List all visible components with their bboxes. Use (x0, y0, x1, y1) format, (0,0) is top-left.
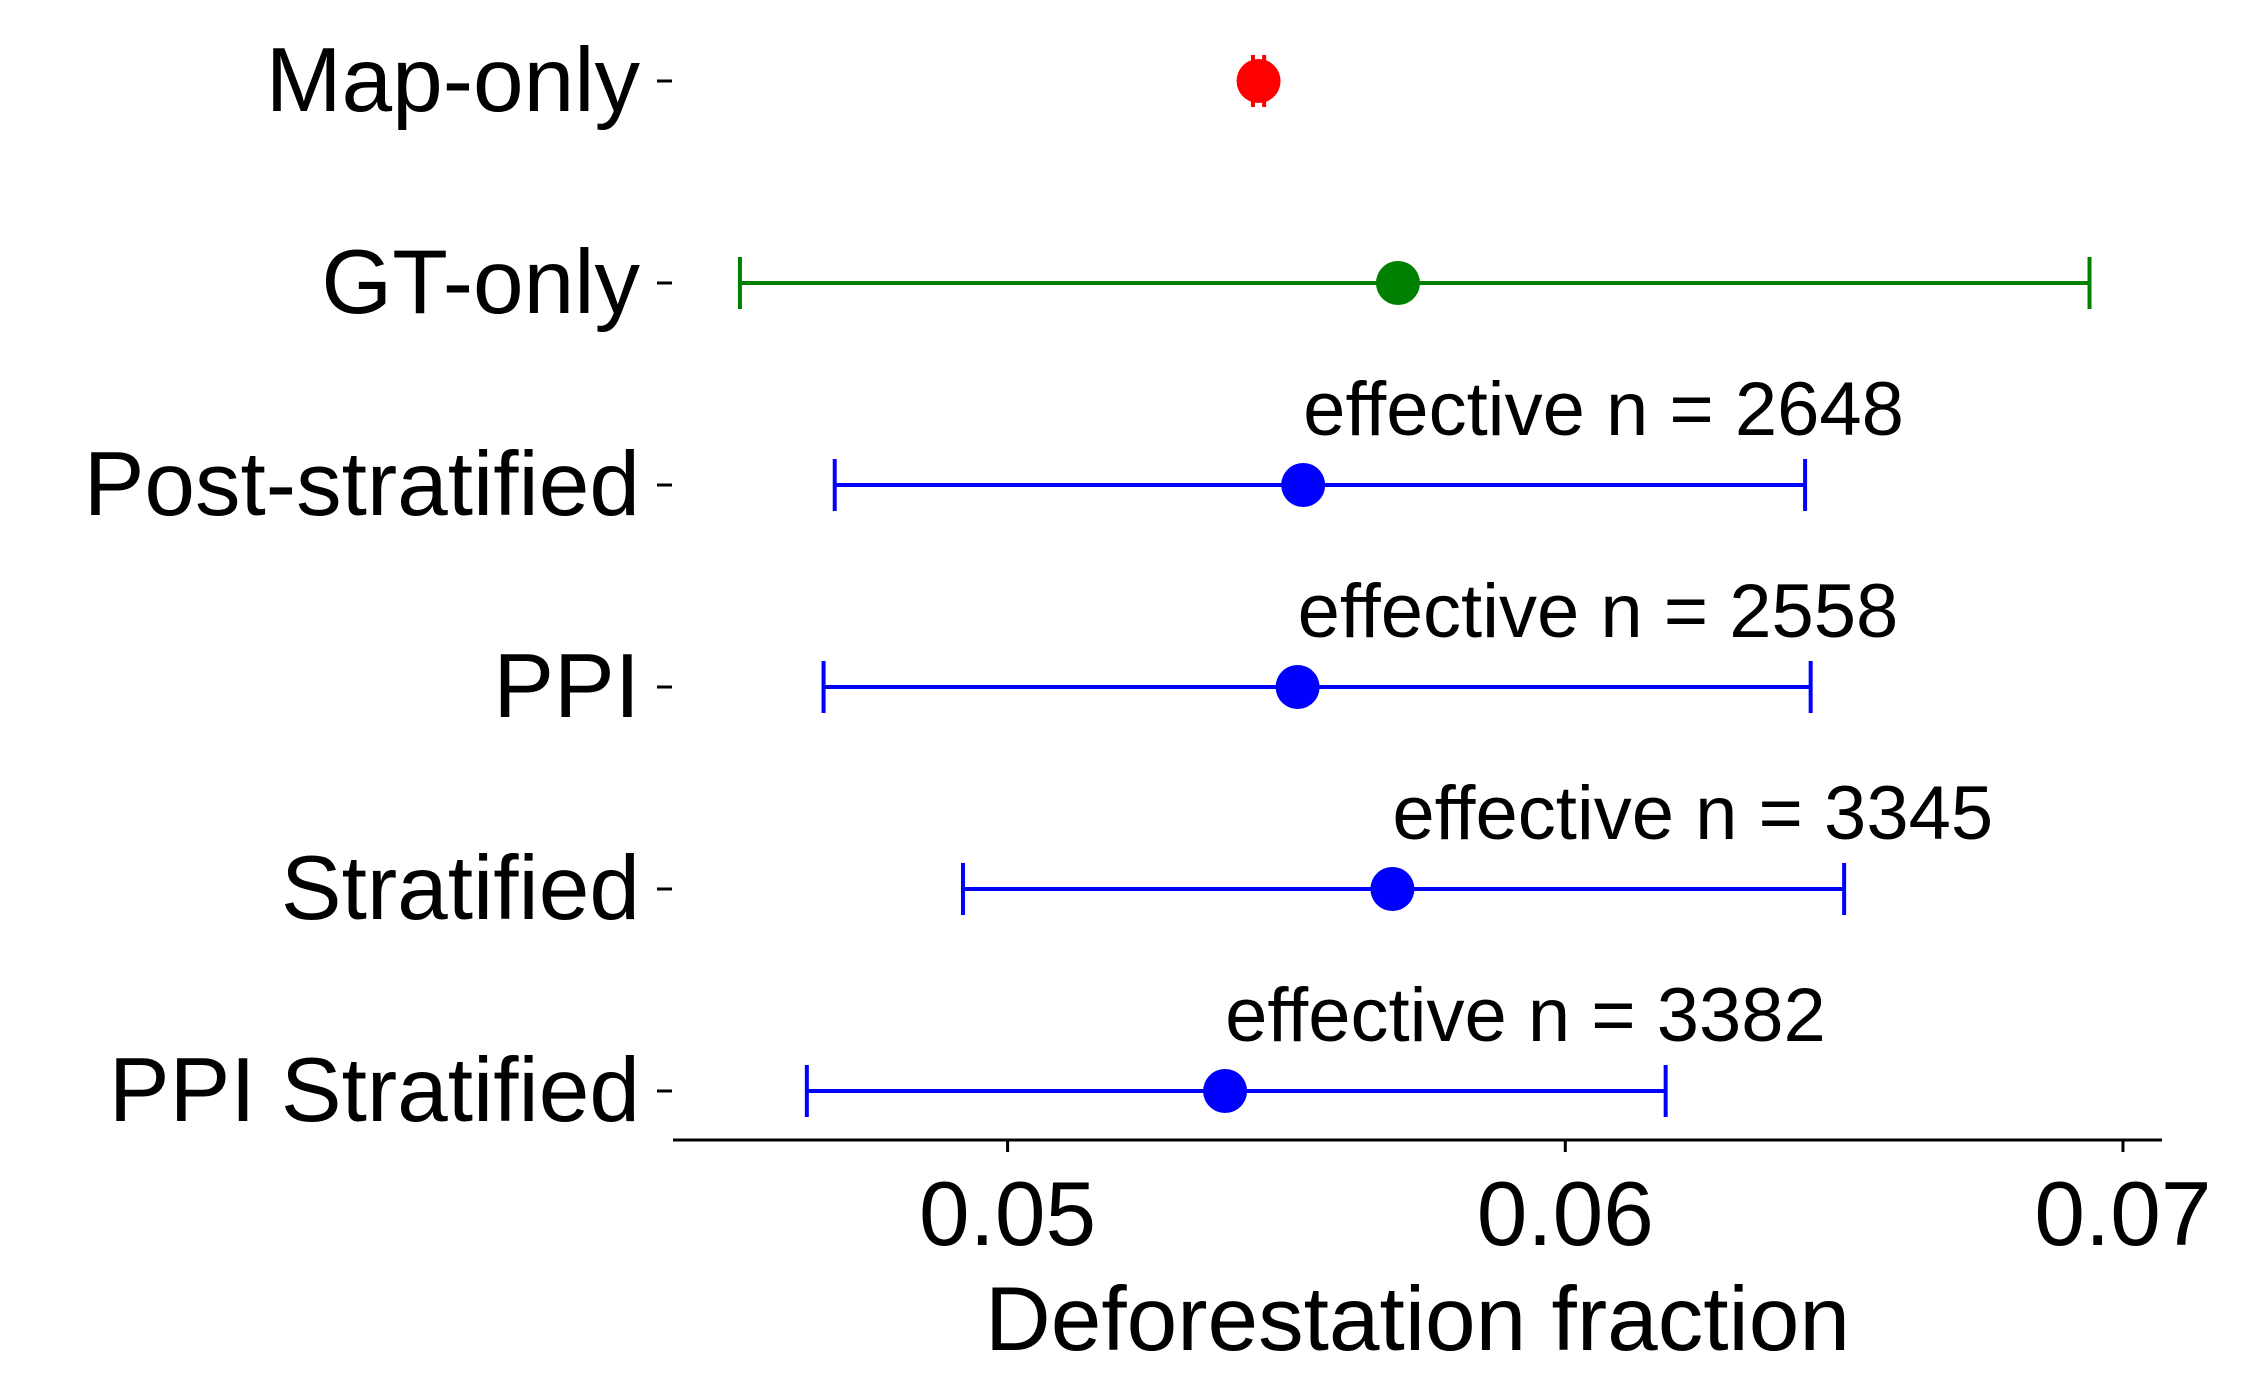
chart-marks: effective n = 2648 effective n = 2558 effe… (737, 55, 2092, 1117)
x-axis: 0.05 0.06 0.07 (673, 1138, 2212, 1265)
point-estimate (1203, 1069, 1248, 1113)
point-estimate (1236, 59, 1281, 103)
estimate-row: effective n = 3382 (804, 973, 1826, 1117)
y-tick-label: PPI (493, 636, 640, 737)
estimate-row: effective n = 2558 (821, 569, 1899, 713)
x-tick-label: 0.05 (919, 1164, 1096, 1265)
effective-n-annotation: effective n = 2648 (1303, 367, 1904, 452)
y-tick-label: PPI Stratified (109, 1040, 640, 1141)
effective-n-annotation: effective n = 3382 (1225, 973, 1826, 1058)
point-estimate (1375, 261, 1420, 305)
point-estimate (1370, 867, 1415, 911)
y-tick-label: Post-stratified (84, 434, 640, 535)
y-tick-label: Stratified (281, 838, 640, 939)
y-axis: Map-only GT-only Post-stratified PPI Stratif… (84, 30, 672, 1141)
estimate-row (737, 257, 2092, 309)
estimate-row: effective n = 2648 (832, 367, 1904, 511)
y-tick-label: Map-only (266, 30, 641, 131)
effective-n-annotation: effective n = 2558 (1298, 569, 1899, 654)
x-tick-label: 0.06 (1477, 1164, 1654, 1265)
point-estimate (1275, 665, 1320, 709)
x-tick-label: 0.07 (2034, 1164, 2211, 1265)
x-axis-label: Deforestation fraction (985, 1269, 1850, 1370)
point-estimate (1281, 463, 1326, 507)
effective-n-annotation: effective n = 3345 (1392, 771, 1993, 856)
estimate-row: effective n = 3345 (960, 771, 1993, 915)
y-tick-label: GT-only (321, 232, 640, 333)
estimate-row (1236, 55, 1281, 107)
